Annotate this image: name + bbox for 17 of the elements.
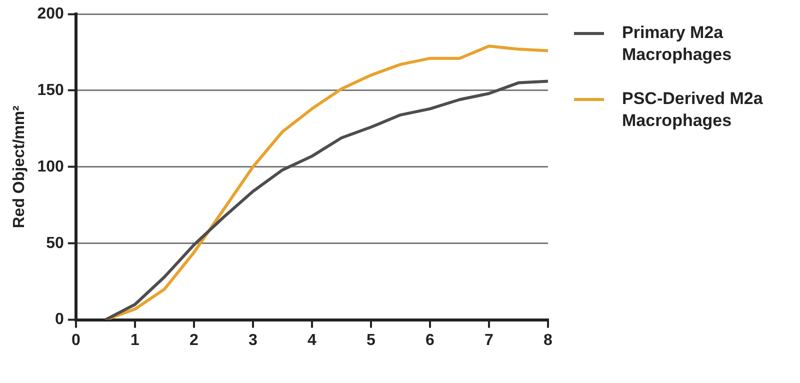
x-tick-label: 0 xyxy=(71,332,80,349)
y-tick-label: 50 xyxy=(46,234,64,252)
x-tick-label: 2 xyxy=(189,332,198,349)
y-tick-label: 200 xyxy=(37,5,64,22)
legend-label: PSC-Derived M2a Macrophages xyxy=(622,88,764,132)
x-tick-label: 6 xyxy=(426,332,435,349)
y-axis-title: Red Object/mm² xyxy=(11,106,28,228)
x-tick-label: 5 xyxy=(366,332,376,349)
y-tick-label: 0 xyxy=(54,311,64,328)
legend-label: Primary M2a Macrophages xyxy=(622,22,733,66)
y-tick-label: 150 xyxy=(37,82,64,99)
x-tick-label: 1 xyxy=(130,332,140,349)
x-tick-label: 3 xyxy=(248,332,258,349)
y-tick-label: 100 xyxy=(37,158,64,176)
x-tick-label: 7 xyxy=(484,332,494,349)
x-tick-label: 8 xyxy=(544,332,553,349)
x-tick-label: 4 xyxy=(307,332,316,349)
